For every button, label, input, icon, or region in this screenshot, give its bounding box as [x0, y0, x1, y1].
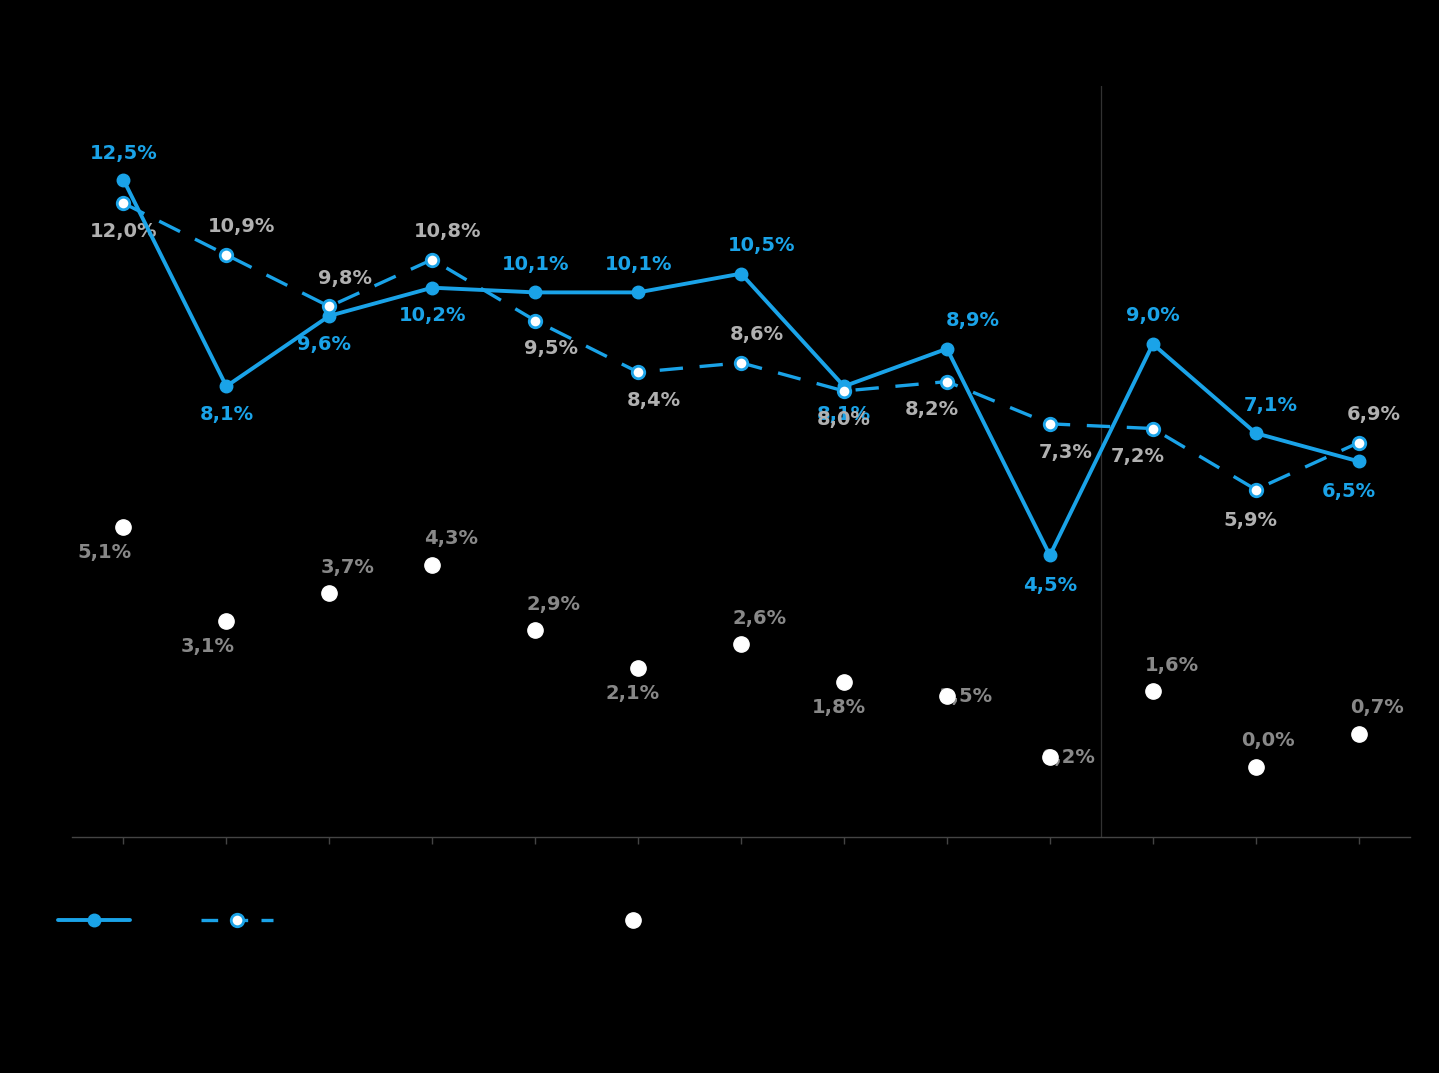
Text: 2,9%: 2,9% — [527, 596, 581, 614]
Text: 5,9%: 5,9% — [1223, 511, 1278, 530]
Text: 8,1%: 8,1% — [200, 405, 253, 424]
Text: 3,1%: 3,1% — [181, 637, 235, 657]
Text: 3,7%: 3,7% — [321, 558, 374, 576]
Text: 0,7%: 0,7% — [1350, 699, 1404, 718]
Text: 10,5%: 10,5% — [728, 236, 796, 255]
Text: 4,5%: 4,5% — [1023, 576, 1076, 596]
Text: 6,5%: 6,5% — [1321, 483, 1376, 501]
Text: 7,3%: 7,3% — [1039, 442, 1092, 461]
Text: 1,8%: 1,8% — [812, 699, 866, 718]
Text: 9,5%: 9,5% — [524, 339, 577, 358]
Text: 7,2%: 7,2% — [1111, 447, 1164, 466]
Text: 0,2%: 0,2% — [1042, 748, 1095, 766]
Text: 12,5%: 12,5% — [89, 145, 157, 163]
Text: 9,0%: 9,0% — [1125, 307, 1180, 325]
Text: 8,2%: 8,2% — [905, 400, 958, 420]
Text: 1,5%: 1,5% — [938, 687, 993, 706]
Text: 8,6%: 8,6% — [730, 325, 784, 344]
Text: 1,6%: 1,6% — [1144, 656, 1199, 675]
Text: 6,9%: 6,9% — [1347, 405, 1402, 424]
Text: 8,1%: 8,1% — [817, 405, 871, 424]
Text: 0,0%: 0,0% — [1242, 731, 1295, 750]
Text: 2,1%: 2,1% — [606, 685, 661, 703]
Text: 2,6%: 2,6% — [732, 609, 787, 628]
Text: 10,1%: 10,1% — [604, 254, 672, 274]
Text: 9,8%: 9,8% — [318, 269, 371, 288]
Text: 10,9%: 10,9% — [209, 217, 275, 236]
Text: 10,1%: 10,1% — [501, 254, 568, 274]
Text: 5,1%: 5,1% — [78, 543, 132, 562]
Text: 10,8%: 10,8% — [414, 222, 482, 240]
Text: 4,3%: 4,3% — [423, 529, 478, 548]
Text: 7,1%: 7,1% — [1245, 396, 1298, 414]
Text: 8,9%: 8,9% — [945, 311, 1000, 330]
Text: 8,4%: 8,4% — [626, 391, 681, 410]
Text: 8,0%: 8,0% — [817, 410, 871, 428]
Text: 12,0%: 12,0% — [89, 222, 157, 240]
Text: 10,2%: 10,2% — [399, 307, 466, 325]
Text: 9,6%: 9,6% — [298, 335, 351, 353]
